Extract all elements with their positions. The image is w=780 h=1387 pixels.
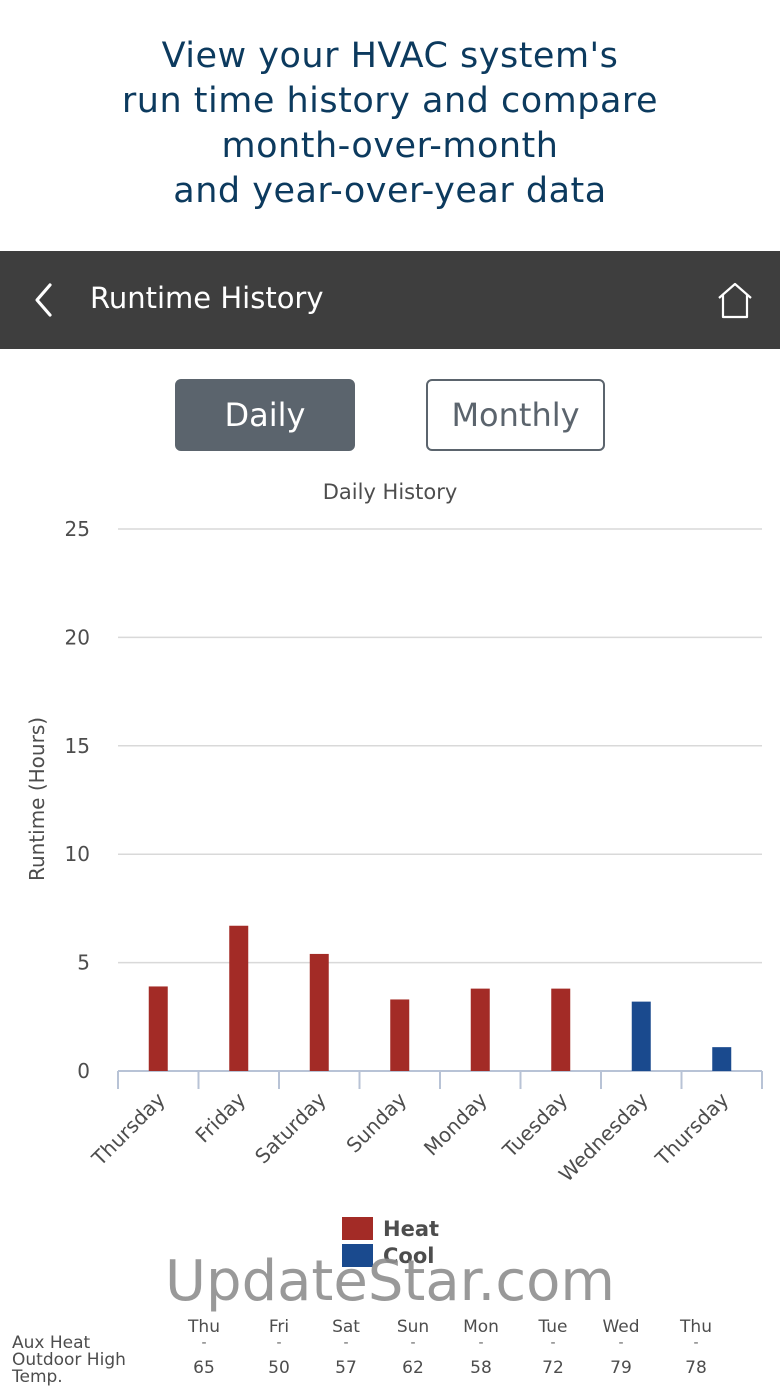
runtime-history-content: Daily Monthly Daily History 0 5 10 15 20 25 R… bbox=[0, 349, 780, 1387]
aux-heat-cell: - bbox=[550, 1335, 556, 1351]
table-day-header: Wed bbox=[602, 1317, 640, 1337]
x-tick-label: Thursday bbox=[86, 1087, 170, 1171]
navigation-bar: Runtime History bbox=[0, 251, 780, 349]
x-tick-label: Friday bbox=[190, 1087, 250, 1147]
aux-heat-cell: - bbox=[410, 1335, 416, 1351]
chart-legend: Heat Cool bbox=[342, 1215, 439, 1269]
bar-heat-5[interactable] bbox=[551, 988, 571, 1071]
y-tick-label: 5 bbox=[77, 951, 90, 975]
x-tick-label: Saturday bbox=[250, 1087, 331, 1168]
legend-item-heat[interactable]: Heat bbox=[342, 1215, 439, 1242]
daily-tab[interactable]: Daily bbox=[175, 379, 355, 451]
runtime-bar-chart: 0 5 10 15 20 25 Runtime (Hours) Thursday Frida… bbox=[25, 517, 763, 1186]
x-tick-label: Sunday bbox=[341, 1087, 411, 1157]
outdoor-high-cell: 62 bbox=[402, 1358, 424, 1378]
aux-heat-cell: - bbox=[618, 1335, 624, 1351]
y-tick-label: 20 bbox=[65, 625, 90, 649]
y-axis-label: Runtime (Hours) bbox=[25, 717, 49, 881]
monthly-tab[interactable]: Monthly bbox=[426, 379, 605, 451]
outdoor-high-cell: 58 bbox=[470, 1358, 492, 1378]
x-tick-label: Thursday bbox=[650, 1087, 734, 1171]
aux-heat-cell: - bbox=[478, 1335, 484, 1351]
x-tick-label: Tuesday bbox=[497, 1087, 572, 1162]
chart-title: Daily History bbox=[322, 480, 458, 504]
bar-heat-4[interactable] bbox=[470, 988, 490, 1071]
table-day-header: Thu bbox=[188, 1317, 220, 1337]
aux-heat-row-label: Aux Heat bbox=[12, 1333, 91, 1353]
outdoor-high-cell: 65 bbox=[193, 1358, 215, 1378]
legend-label-heat: Heat bbox=[383, 1216, 440, 1241]
table-day-header: Fri bbox=[268, 1317, 290, 1337]
outdoor-high-cell: 72 bbox=[542, 1358, 564, 1378]
promo-line-3: month-over-month bbox=[221, 126, 559, 166]
x-tick-label: Monday bbox=[419, 1087, 492, 1160]
y-tick-label: 15 bbox=[65, 734, 90, 758]
table-day-header: Mon bbox=[463, 1317, 499, 1337]
page-title: Runtime History bbox=[90, 281, 324, 315]
bar-heat-2[interactable] bbox=[309, 953, 329, 1071]
aux-heat-cell: - bbox=[276, 1335, 282, 1351]
legend-swatch-cool bbox=[342, 1244, 373, 1267]
outdoor-high-row-label-1: Outdoor High bbox=[12, 1350, 126, 1370]
chevron-left-icon bbox=[35, 283, 52, 317]
watermark: UpdateStar.com bbox=[165, 1249, 615, 1314]
daily-summary-table: Aux Heat Outdoor High Temp. Thu -65 Fri -50… bbox=[0, 1315, 780, 1387]
y-tick-label: 0 bbox=[77, 1059, 90, 1083]
outdoor-high-cell: 50 bbox=[268, 1358, 290, 1378]
legend-swatch-heat bbox=[342, 1217, 373, 1240]
back-button[interactable] bbox=[26, 279, 66, 321]
legend-item-cool[interactable]: Cool bbox=[342, 1242, 439, 1269]
y-tick-label: 10 bbox=[65, 842, 90, 866]
home-icon bbox=[718, 282, 752, 319]
y-tick-label: 25 bbox=[65, 517, 90, 541]
promo-line-2: run time history and compare bbox=[121, 81, 659, 121]
table-day-header: Thu bbox=[680, 1317, 712, 1337]
promo-line-4: and year-over-year data bbox=[173, 171, 607, 211]
bar-heat-3[interactable] bbox=[390, 999, 410, 1071]
aux-heat-cell: - bbox=[201, 1335, 207, 1351]
aux-heat-cell: - bbox=[693, 1335, 699, 1351]
home-button[interactable] bbox=[714, 279, 756, 321]
outdoor-high-cell: 78 bbox=[685, 1358, 707, 1378]
outdoor-high-cell: 57 bbox=[335, 1358, 357, 1378]
aux-heat-cell: - bbox=[343, 1335, 349, 1351]
promo-header: View your HVAC system's run time history… bbox=[0, 0, 780, 251]
bar-cool-7[interactable] bbox=[712, 1047, 732, 1071]
promo-line-1: View your HVAC system's bbox=[161, 36, 619, 76]
table-day-header: Tue bbox=[538, 1317, 568, 1337]
bar-heat-0[interactable] bbox=[148, 986, 168, 1071]
outdoor-high-row-label-2: Temp. bbox=[12, 1367, 63, 1387]
bar-heat-1[interactable] bbox=[229, 925, 249, 1071]
bar-cool-6[interactable] bbox=[631, 1001, 651, 1071]
outdoor-high-cell: 79 bbox=[610, 1358, 632, 1378]
table-day-header: Sun bbox=[396, 1317, 430, 1337]
table-day-header: Sat bbox=[332, 1317, 360, 1337]
legend-label-cool: Cool bbox=[383, 1243, 435, 1268]
